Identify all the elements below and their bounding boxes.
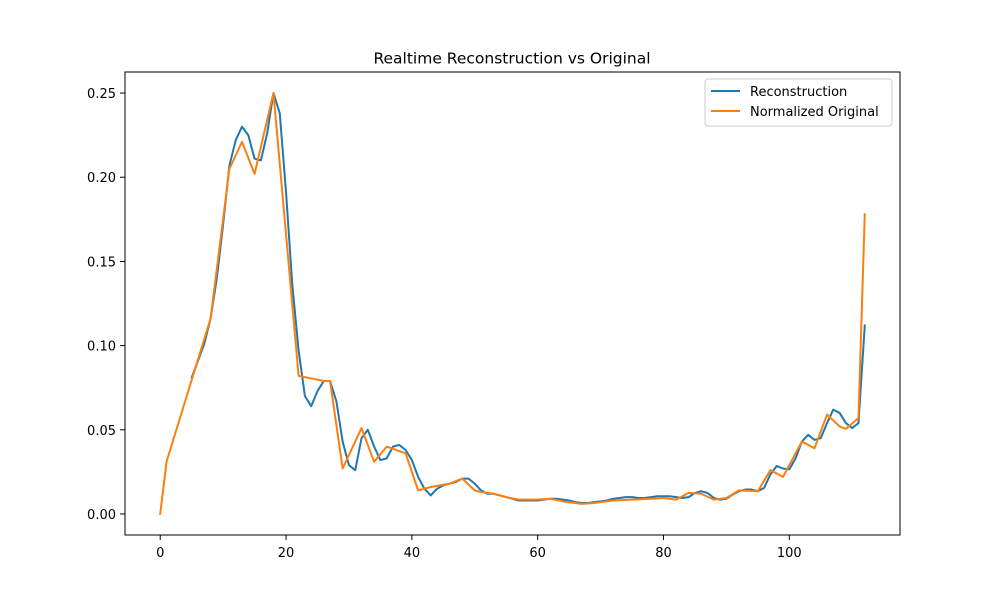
x-tick-label: 100 (777, 546, 802, 561)
y-tick-label: 0.00 (87, 508, 116, 523)
y-tick-label: 0.20 (87, 171, 116, 186)
series-layer (159, 92, 866, 516)
legend-label-normalized-original: Normalized Original (750, 105, 879, 120)
legend-label-reconstruction: Reconstruction (750, 85, 847, 100)
y-tick-label: 0.15 (87, 255, 116, 270)
plot-area-frame (124, 71, 901, 536)
x-tick-label: 60 (529, 546, 546, 561)
y-tick-label: 0.05 (87, 424, 116, 439)
x-axis: 0 20 40 60 80 100 (156, 535, 802, 561)
legend-box (704, 78, 893, 127)
series-line-normalized-original (159, 92, 866, 516)
x-tick-label: 40 (404, 546, 421, 561)
x-tick-label: 0 (156, 546, 164, 561)
chart-title: Realtime Reconstruction vs Original (373, 50, 650, 68)
y-axis: 0.00 0.05 0.10 0.15 0.20 0.25 (87, 87, 125, 523)
y-tick-label: 0.10 (87, 340, 116, 355)
legend: Reconstruction Normalized Original (704, 78, 893, 127)
y-tick-label: 0.25 (87, 87, 116, 102)
x-tick-label: 80 (655, 546, 672, 561)
x-tick-label: 20 (278, 546, 295, 561)
